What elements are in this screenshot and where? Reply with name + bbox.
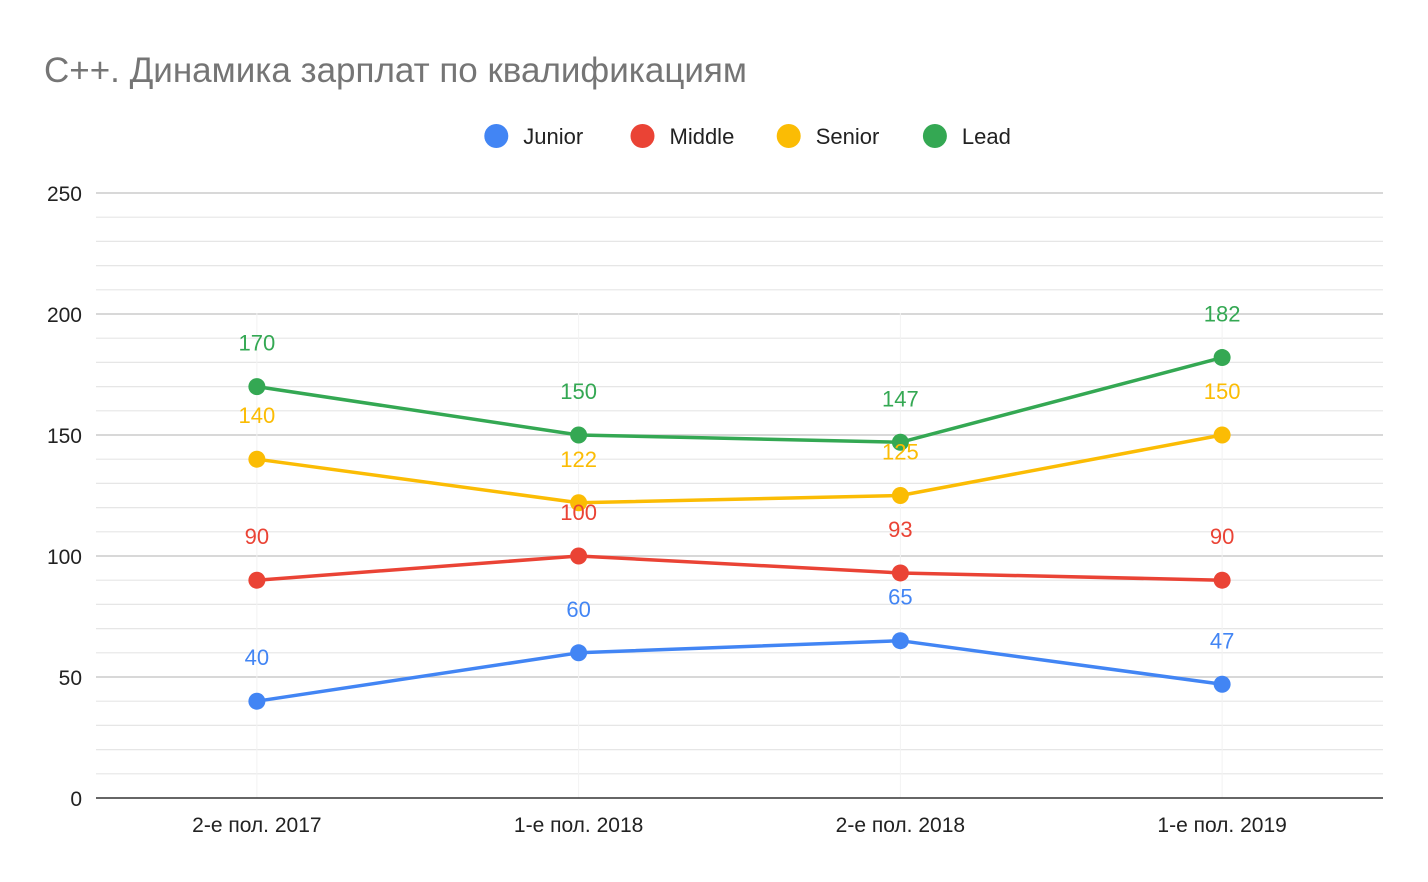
axes: 0 50 100 150 200 250 2-е пол. 2017 1-е пол. 201… [47,183,1383,837]
data-label-middle: 100 [560,500,597,525]
legend-marker-middle [630,124,655,148]
x-tick-label: 2-е пол. 2017 [192,814,321,837]
series-line-middle [256,554,1223,582]
data-label-senior: 122 [560,447,597,472]
data-point-senior[interactable] [891,487,909,504]
data-label-middle: 93 [888,517,912,542]
series-line-senior [256,433,1223,505]
x-tick-label: 2-е пол. 2018 [836,814,965,837]
legend-item-middle[interactable]: Middle [630,124,735,149]
data-labels: 40 60 65 47 90 100 93 90 140 122 125 150 170 150 147 18… [239,302,1241,671]
data-point-middle[interactable] [891,564,909,582]
data-point-junior[interactable] [891,632,909,650]
legend-label-senior: Senior [816,124,880,149]
data-point-senior[interactable] [570,494,588,512]
data-point-lead[interactable] [248,378,266,396]
legend-label-lead: Lead [962,124,1011,149]
x-tick-label: 1-е пол. 2019 [1157,814,1286,837]
series-line-lead [256,355,1223,445]
data-label-senior: 125 [882,440,919,465]
data-point-lead[interactable] [891,433,909,451]
data-point-middle[interactable] [1213,571,1231,589]
y-tick-label: 250 [47,183,82,206]
data-label-junior: 40 [245,645,269,670]
data-label-lead: 147 [882,386,919,411]
series-middle [248,547,1231,589]
legend-item-senior[interactable]: Senior [776,124,880,149]
data-point-senior[interactable] [1213,426,1231,444]
legend-marker-lead [922,124,947,148]
chart-title: C++. Динамика зарплат по квалификациям [44,51,747,90]
legend-item-lead[interactable]: Lead [922,124,1011,149]
data-label-junior: 60 [566,597,590,622]
data-label-middle: 90 [1210,524,1234,549]
data-point-middle[interactable] [248,571,266,589]
y-tick-label: 200 [47,304,82,327]
legend-marker-senior [776,124,801,148]
y-tick-label: 150 [47,425,82,448]
series-line-junior [256,638,1223,703]
data-point-senior[interactable] [248,450,266,468]
data-label-lead: 170 [239,331,276,356]
data-point-junior[interactable] [248,692,266,710]
data-point-junior[interactable] [1213,675,1231,693]
data-label-senior: 150 [1204,379,1241,404]
y-tick-label: 100 [47,546,82,569]
data-point-junior[interactable] [570,644,588,662]
data-point-middle[interactable] [570,547,588,565]
series-junior [248,632,1231,710]
legend: Junior Middle Senior Lead [484,124,1011,149]
data-label-middle: 90 [245,524,269,549]
legend-item-junior[interactable]: Junior [484,124,583,149]
grid [96,192,1383,798]
y-tick-label: 0 [70,788,82,811]
data-label-senior: 140 [239,403,276,428]
data-label-junior: 65 [888,585,912,610]
legend-label-middle: Middle [670,124,735,149]
legend-label-junior: Junior [523,124,583,149]
data-point-lead[interactable] [1213,349,1231,367]
data-label-junior: 47 [1210,628,1234,653]
series-senior [248,426,1231,512]
data-label-lead: 182 [1204,302,1241,327]
series-lead [248,349,1231,451]
y-tick-label: 50 [59,667,82,690]
series-lines [248,349,1231,710]
x-tick-label: 1-е пол. 2018 [514,814,643,837]
data-point-lead[interactable] [570,426,588,444]
legend-marker-junior [484,124,509,148]
data-label-lead: 150 [560,379,597,404]
